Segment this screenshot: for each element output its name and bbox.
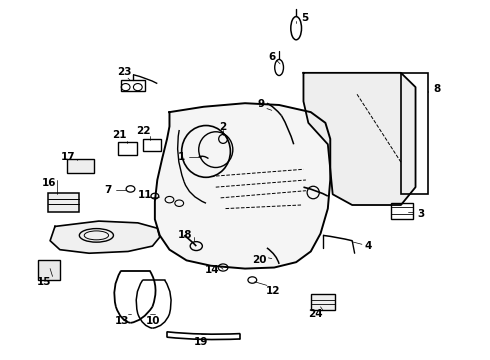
Polygon shape	[50, 221, 160, 253]
Text: 16: 16	[41, 177, 56, 188]
Bar	[38, 260, 60, 280]
Bar	[121, 80, 145, 91]
Text: 9: 9	[257, 99, 264, 109]
Bar	[401, 73, 428, 194]
Text: 6: 6	[268, 52, 275, 62]
Text: 5: 5	[301, 13, 308, 23]
Text: 21: 21	[113, 130, 127, 140]
Text: 3: 3	[418, 209, 425, 219]
Text: 7: 7	[104, 185, 111, 195]
Text: 18: 18	[178, 230, 193, 240]
Polygon shape	[303, 73, 416, 205]
Text: 2: 2	[220, 122, 227, 132]
Bar	[143, 139, 161, 152]
Text: 14: 14	[205, 265, 220, 275]
Bar	[48, 193, 79, 212]
Text: 22: 22	[136, 126, 151, 136]
Bar	[311, 294, 335, 310]
Text: 8: 8	[434, 84, 441, 94]
Text: 12: 12	[266, 286, 280, 296]
Text: 23: 23	[117, 67, 131, 77]
Text: 24: 24	[308, 309, 323, 319]
Bar	[67, 158, 94, 173]
Bar	[391, 203, 413, 219]
Text: 13: 13	[115, 316, 129, 326]
Polygon shape	[155, 103, 330, 269]
Text: 15: 15	[37, 277, 51, 287]
Text: 11: 11	[138, 190, 152, 201]
Text: 4: 4	[364, 241, 371, 251]
Text: 20: 20	[252, 255, 267, 265]
Bar	[118, 143, 137, 155]
Text: 17: 17	[61, 153, 75, 162]
Text: 19: 19	[194, 337, 208, 347]
Text: 10: 10	[146, 316, 161, 326]
Text: 1: 1	[178, 152, 185, 162]
